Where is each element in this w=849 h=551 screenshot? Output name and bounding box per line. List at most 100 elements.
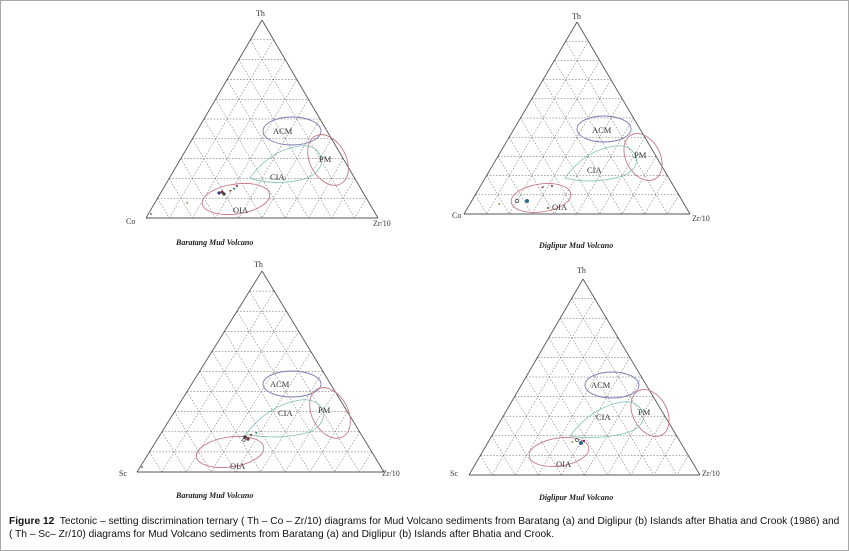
grid-line [565,41,668,215]
cia-field [245,399,325,438]
grid-line [215,99,286,219]
grid-line [561,357,631,476]
apex-top-label: Th [256,9,265,18]
ternary-diagram-a2: Th Sc Zr/10 ACM PM CIA OIA Baratang Mud … [119,260,400,500]
grid-line [630,416,666,476]
ternary-grid [468,278,701,476]
acm-label: ACM [270,379,290,389]
apex-left-label: Co [126,217,135,226]
apex-right-label: Zr/10 [382,469,400,478]
apex-left-label: Sc [450,469,458,478]
cia-label: CIA [278,408,294,418]
oia-field [510,183,572,213]
grid-line [250,39,356,219]
grid-line [508,137,555,215]
acm-label: ACM [591,380,611,390]
grid-line [676,455,689,476]
oia-field [195,435,265,469]
grid-line [199,371,261,473]
grid-line [354,198,367,219]
apex-right-label: Zr/10 [702,469,720,478]
apex-right-label: Zr/10 [373,219,391,228]
grid-line [334,431,360,473]
grid-line [667,194,679,215]
sample-points [149,184,239,216]
oia-label: OIA [230,461,246,471]
ternary-grid [145,19,379,219]
grid-line [359,451,373,473]
apex-right-label: Zr/10 [692,214,710,223]
apex-top-label: Th [254,260,263,269]
grid-line [157,198,170,219]
grid-line [571,298,678,476]
diagram-subtitle: Diglipur Mud Volcano [538,241,613,250]
diagram-subtitle: Diglipur Mud Volcano [538,493,613,502]
grid-line [554,60,646,215]
triangle-edge [463,21,578,215]
grid-line [180,158,216,219]
grid-line [576,117,634,215]
grid-line [480,455,493,476]
acm-label: ACM [592,125,612,135]
grid-line [491,298,595,476]
grid-line [249,290,360,473]
figure-caption-text: Tectonic – setting discrimination ternar… [9,516,840,540]
pm-label: PM [319,154,332,164]
oia-label: OIA [556,459,572,469]
grid-line [203,118,263,219]
grid-line [260,371,324,473]
apex-left-label: Co [452,211,461,220]
cia-field [249,145,323,183]
oia-label: OIA [233,205,249,215]
pm-field [630,389,670,437]
triangle-edge [145,19,263,219]
cia-field [564,145,638,182]
sample-points [571,438,586,445]
apex-left-label: Sc [119,469,127,478]
oia-label: OIA [552,202,568,212]
ternary-diagram-b2: Th Sc Zr/10 ACM PM CIA OIA Diglipur Mud … [450,266,720,502]
grid-line [238,99,309,219]
triangle-edge [136,270,263,473]
grid-line [475,194,487,215]
triangle-edge [261,270,385,473]
grid-line [514,318,607,476]
grid-line [520,117,578,215]
cia-label: CIA [587,165,603,175]
figure-label: Figure 12 [9,516,55,527]
triangle-edge [582,278,701,476]
grid-line [168,39,274,219]
diagram-subtitle: Baratang Mud Volcano [175,238,253,247]
grid-line [644,175,668,215]
sample-points [140,432,258,469]
acm-field [262,370,322,398]
grid-line [224,331,311,473]
grid-line [531,79,612,215]
pm-label: PM [638,407,651,417]
apex-top-label: Th [572,12,581,21]
grid-line [584,376,642,476]
grid-line [210,331,299,473]
grid-line [599,137,646,215]
triangle-edge [576,21,691,215]
ternary-grid [136,270,385,473]
grid-line [215,79,298,219]
grid-line [542,79,623,215]
grid-line [236,311,335,473]
pm-field [309,387,351,439]
triangle-edge [261,19,379,219]
pm-field [307,134,349,186]
grid-line [548,337,631,476]
acm-field [576,115,632,143]
cia-label: CIA [596,412,612,422]
grid-line [308,158,344,219]
cia-label: CIA [270,172,286,182]
diagram-subtitle: Baratang Mud Volcano [175,491,253,500]
grid-line [186,391,237,473]
grid-line [149,451,162,473]
grid-line [226,79,309,219]
grid-line [174,411,212,473]
apex-top-label: Th [577,266,586,275]
